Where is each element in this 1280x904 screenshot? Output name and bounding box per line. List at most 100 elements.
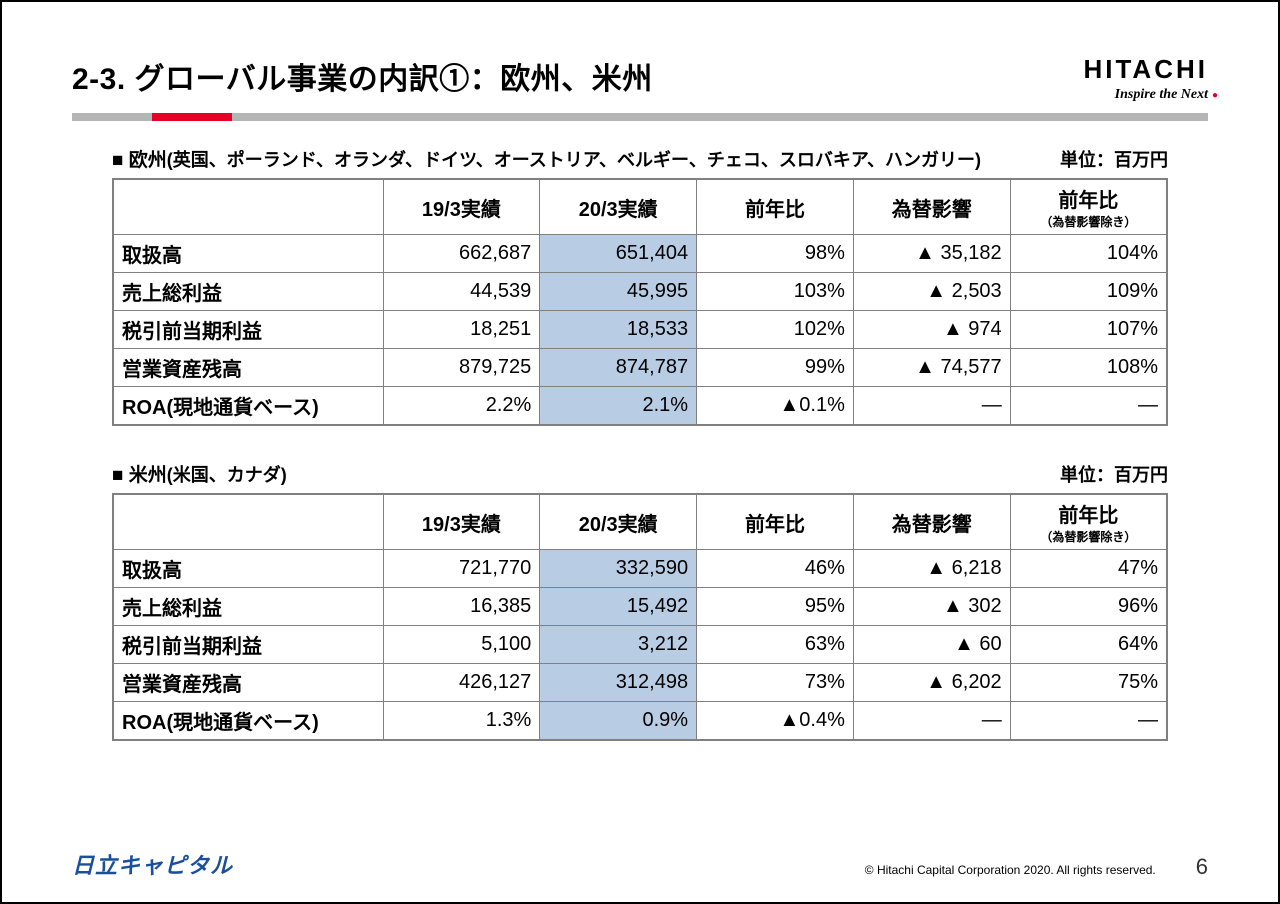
section-head-americas: ■ 米州(米国、カナダ) 単位：百万円	[112, 460, 1168, 487]
brand-name: HITACHI	[1083, 54, 1208, 85]
page-title: 2-3. グローバル事業の内訳①：欧州、米州	[72, 54, 653, 98]
cell-fx: ▲ 302	[853, 588, 1010, 626]
unit-label: 単位：百万円	[1060, 461, 1168, 487]
section-label: ■ 米州(米国、カナダ)	[112, 460, 287, 487]
brand-block: HITACHI Inspire the Next ●	[1083, 54, 1208, 103]
cell-fx: ▲ 974	[853, 311, 1010, 349]
section-label: ■ 欧州(英国、ポーランド、オランダ、ドイツ、オーストリア、ベルギー、チェコ、ス…	[112, 145, 981, 172]
table-row: ROA(現地通貨ベース)1.3%0.9%▲0.4%――	[113, 702, 1167, 741]
cell-fy19: 44,539	[383, 273, 540, 311]
cell-fx: ▲ 74,577	[853, 349, 1010, 387]
cell-fx: ▲ 6,218	[853, 550, 1010, 588]
cell-fy19: 2.2%	[383, 387, 540, 426]
row-label: 売上総利益	[113, 273, 383, 311]
cell-fy19: 16,385	[383, 588, 540, 626]
table-row: ROA(現地通貨ベース)2.2%2.1%▲0.1%――	[113, 387, 1167, 426]
title-rule	[72, 113, 1208, 121]
footer-logo: 日立キャピタル	[72, 848, 233, 880]
cell-yoy-ex: 64%	[1010, 626, 1167, 664]
cell-fy20: 874,787	[540, 349, 697, 387]
cell-fy20: 45,995	[540, 273, 697, 311]
row-label: ROA(現地通貨ベース)	[113, 702, 383, 741]
table-row: 売上総利益16,38515,49295%▲ 30296%	[113, 588, 1167, 626]
unit-label: 単位：百万円	[1060, 146, 1168, 172]
table-europe: 19/3実績20/3実績前年比為替影響前年比（為替影響除き）取扱高662,687…	[112, 178, 1168, 426]
header: 2-3. グローバル事業の内訳①：欧州、米州 HITACHI Inspire t…	[72, 54, 1208, 103]
cell-fy19: 662,687	[383, 235, 540, 273]
row-label: 営業資産残高	[113, 349, 383, 387]
cell-yoy: 73%	[697, 664, 854, 702]
copyright: © Hitachi Capital Corporation 2020. All …	[865, 863, 1156, 877]
col-blank	[113, 494, 383, 550]
cell-yoy-ex: 75%	[1010, 664, 1167, 702]
row-label: ROA(現地通貨ベース)	[113, 387, 383, 426]
brand-dot-icon: ●	[1212, 90, 1218, 101]
cell-yoy-ex: 109%	[1010, 273, 1167, 311]
cell-fy20: 332,590	[540, 550, 697, 588]
cell-fy20: 0.9%	[540, 702, 697, 741]
cell-yoy: 102%	[697, 311, 854, 349]
col-yoy-ex: 前年比（為替影響除き）	[1010, 179, 1167, 235]
row-label: 取扱高	[113, 550, 383, 588]
row-label: 取扱高	[113, 235, 383, 273]
table-row: 取扱高662,687651,40498%▲ 35,182104%	[113, 235, 1167, 273]
col-fy20: 20/3実績	[540, 179, 697, 235]
col-fy19: 19/3実績	[383, 179, 540, 235]
cell-yoy: ▲0.4%	[697, 702, 854, 741]
table-row: 取扱高721,770332,59046%▲ 6,21847%	[113, 550, 1167, 588]
cell-fy20: 3,212	[540, 626, 697, 664]
cell-fy19: 426,127	[383, 664, 540, 702]
row-label: 営業資産残高	[113, 664, 383, 702]
cell-fy20: 2.1%	[540, 387, 697, 426]
col-yoy-ex: 前年比（為替影響除き）	[1010, 494, 1167, 550]
cell-yoy: ▲0.1%	[697, 387, 854, 426]
cell-fx: ▲ 6,202	[853, 664, 1010, 702]
page-number: 6	[1196, 854, 1208, 880]
cell-fy20: 651,404	[540, 235, 697, 273]
col-fx: 為替影響	[853, 494, 1010, 550]
cell-yoy: 103%	[697, 273, 854, 311]
row-label: 税引前当期利益	[113, 311, 383, 349]
footer: 日立キャピタル © Hitachi Capital Corporation 20…	[2, 848, 1278, 880]
cell-fx: ―	[853, 702, 1010, 741]
table-row: 営業資産残高426,127312,49873%▲ 6,20275%	[113, 664, 1167, 702]
cell-yoy-ex: 47%	[1010, 550, 1167, 588]
table-row: 税引前当期利益5,1003,21263%▲ 6064%	[113, 626, 1167, 664]
row-label: 税引前当期利益	[113, 626, 383, 664]
table-row: 営業資産残高879,725874,78799%▲ 74,577108%	[113, 349, 1167, 387]
cell-fy20: 15,492	[540, 588, 697, 626]
cell-yoy-ex: ―	[1010, 702, 1167, 741]
cell-yoy-ex: 96%	[1010, 588, 1167, 626]
cell-fx: ▲ 35,182	[853, 235, 1010, 273]
cell-fy20: 312,498	[540, 664, 697, 702]
cell-yoy-ex: ―	[1010, 387, 1167, 426]
cell-yoy-ex: 104%	[1010, 235, 1167, 273]
col-blank	[113, 179, 383, 235]
brand-tagline: Inspire the Next ●	[1115, 87, 1208, 103]
cell-fy19: 5,100	[383, 626, 540, 664]
col-fy19: 19/3実績	[383, 494, 540, 550]
cell-yoy: 98%	[697, 235, 854, 273]
section-head-europe: ■ 欧州(英国、ポーランド、オランダ、ドイツ、オーストリア、ベルギー、チェコ、ス…	[112, 145, 1168, 172]
cell-fy19: 879,725	[383, 349, 540, 387]
cell-fy19: 18,251	[383, 311, 540, 349]
col-yoy: 前年比	[697, 494, 854, 550]
cell-yoy: 99%	[697, 349, 854, 387]
table-americas: 19/3実績20/3実績前年比為替影響前年比（為替影響除き）取扱高721,770…	[112, 493, 1168, 741]
table-row: 売上総利益44,53945,995103%▲ 2,503109%	[113, 273, 1167, 311]
cell-fx: ▲ 2,503	[853, 273, 1010, 311]
cell-fy20: 18,533	[540, 311, 697, 349]
col-yoy: 前年比	[697, 179, 854, 235]
row-label: 売上総利益	[113, 588, 383, 626]
cell-fx: ▲ 60	[853, 626, 1010, 664]
cell-yoy-ex: 107%	[1010, 311, 1167, 349]
cell-yoy: 46%	[697, 550, 854, 588]
cell-yoy-ex: 108%	[1010, 349, 1167, 387]
cell-yoy: 95%	[697, 588, 854, 626]
cell-fx: ―	[853, 387, 1010, 426]
cell-yoy: 63%	[697, 626, 854, 664]
table-row: 税引前当期利益18,25118,533102%▲ 974107%	[113, 311, 1167, 349]
col-fy20: 20/3実績	[540, 494, 697, 550]
col-fx: 為替影響	[853, 179, 1010, 235]
cell-fy19: 721,770	[383, 550, 540, 588]
